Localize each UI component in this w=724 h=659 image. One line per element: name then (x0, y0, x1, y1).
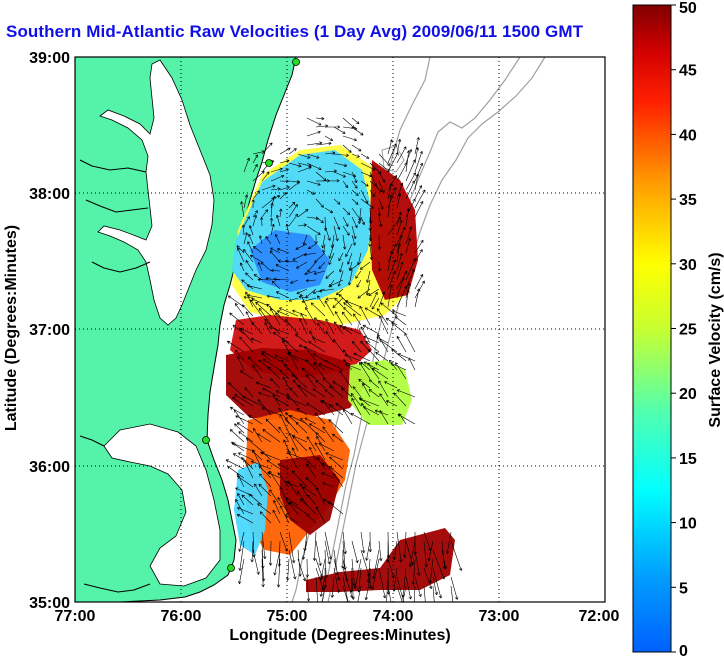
velocity-patch (234, 462, 268, 555)
colorbar-tick-label: 5 (679, 580, 688, 597)
x-tick-label: 72:00 (579, 608, 620, 625)
hf-radar-stations (202, 58, 300, 572)
x-axis: 77:00 76:00 75:00 74:00 73:00 72:00 Long… (55, 608, 620, 644)
station-marker (292, 58, 300, 66)
colorbar-tick-label: 45 (679, 63, 697, 80)
colorbar-tick-label: 35 (679, 192, 697, 209)
colorbar-tick-label: 10 (679, 516, 697, 533)
velocity-arrows (225, 116, 463, 602)
colorbar-label: Surface Velocity (cm/s) (707, 252, 724, 427)
velocity-patch (348, 360, 412, 425)
bathymetry-contour (381, 145, 405, 173)
plot-frame (74, 56, 606, 603)
colorbar-tick-label: 15 (679, 451, 697, 468)
colorbar-tick-label: 30 (679, 257, 697, 274)
pamlico-sound (103, 423, 221, 587)
velocity-patch (306, 528, 455, 592)
river-inlet (91, 261, 151, 273)
x-tick-label: 77:00 (55, 608, 96, 625)
colorbar-tick-label: 40 (679, 127, 697, 144)
grid (75, 57, 605, 602)
colorbar: 0 5 10 15 20 25 30 35 40 45 50 Surface Velocity (c… (632, 0, 724, 659)
velocity-patch (226, 348, 370, 420)
x-tick-label: 75:00 (267, 608, 308, 625)
x-tick-label: 73:00 (479, 608, 520, 625)
colorbar-tick-label: 0 (679, 643, 688, 659)
colorbar-gradient (632, 4, 672, 653)
y-tick-label: 36:00 (29, 459, 70, 476)
station-marker (202, 436, 210, 444)
x-axis-label: Longitude (Degrees:Minutes) (229, 627, 450, 644)
x-tick-label: 76:00 (161, 608, 202, 625)
station-marker (265, 159, 273, 167)
y-tick-label: 35:00 (29, 595, 70, 612)
velocity-patch (370, 160, 418, 300)
river-inlet (79, 435, 105, 447)
river-inlet (83, 583, 151, 593)
colorbar-tick-label: 20 (679, 386, 697, 403)
river-inlet (79, 159, 147, 173)
velocity-patch (280, 455, 340, 535)
y-axis: 39:00 38:00 37:00 36:00 35:00 Latitude (… (3, 50, 70, 612)
map-title: Southern Mid-Atlantic Raw Velocities (1 … (6, 22, 584, 41)
x-tick-label: 74:00 (373, 608, 414, 625)
river-inlet (85, 199, 149, 213)
y-tick-label: 37:00 (29, 322, 70, 339)
velocity-vectors (225, 116, 463, 602)
colorbar-tick-label: 50 (679, 0, 697, 17)
station-marker (227, 564, 235, 572)
y-tick-label: 38:00 (29, 186, 70, 203)
colorbar-tick-label: 25 (679, 322, 697, 339)
y-axis-label: Latitude (Degrees:Minutes) (3, 225, 20, 431)
y-tick-label: 39:00 (29, 50, 70, 67)
